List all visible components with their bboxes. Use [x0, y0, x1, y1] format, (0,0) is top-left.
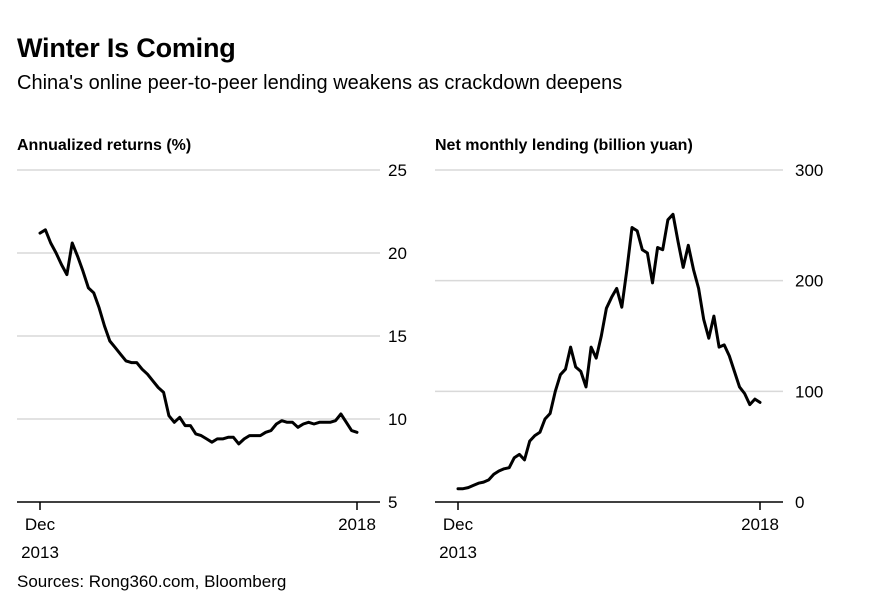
chart-subtitle: China's online peer-to-peer lending weak…: [17, 72, 623, 94]
lending-x-tick-label: Dec: [443, 515, 474, 534]
chart-title: Winter Is Coming: [17, 33, 236, 63]
returns-y-tick-label: 20: [388, 244, 407, 263]
lending-x-tick-label: 2018: [741, 515, 779, 534]
returns-y-tick-label: 5: [388, 493, 397, 512]
lending-y-tick-label: 200: [795, 272, 823, 291]
returns-x-tick-label-year: 2013: [21, 543, 59, 562]
returns-y-tick-label: 25: [388, 161, 407, 180]
lending-y-tick-label: 300: [795, 161, 823, 180]
returns-x-tick-label: 2018: [338, 515, 376, 534]
returns-x-tick-label: Dec: [25, 515, 56, 534]
lending-y-tick-label: 100: [795, 382, 823, 401]
returns-y-tick-label: 10: [388, 410, 407, 429]
lending-x-tick-label-year: 2013: [439, 543, 477, 562]
returns-chart: Annualized returns (%) 5 10 15 20 25 Dec 2013 20…: [17, 137, 407, 562]
source-note: Sources: Rong360.com, Bloomberg: [17, 572, 287, 591]
lending-y-tick-label: 0: [795, 493, 804, 512]
lending-chart-title: Net monthly lending (billion yuan): [435, 137, 693, 154]
returns-y-tick-label: 15: [388, 327, 407, 346]
lending-series-line: [456, 212, 762, 491]
returns-series-line: [38, 228, 359, 446]
lending-chart: Net monthly lending (billion yuan) 0 100 20…: [435, 137, 823, 562]
returns-chart-title: Annualized returns (%): [17, 137, 191, 154]
